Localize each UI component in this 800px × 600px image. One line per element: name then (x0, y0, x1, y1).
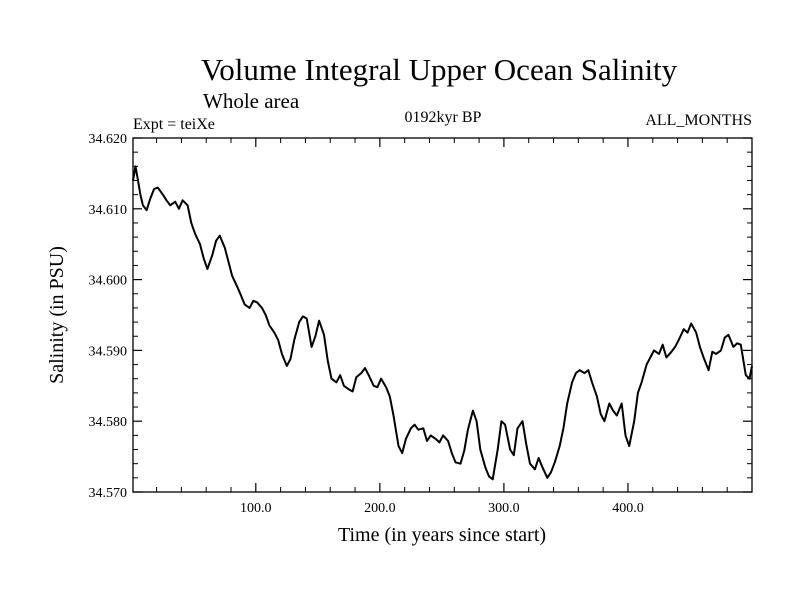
plot-area-frame (132, 137, 753, 493)
x-tick-label: 300.0 (488, 501, 520, 516)
epoch-label: 0192kyr BP (405, 109, 482, 126)
salinity-series-line (132, 165, 753, 481)
y-tick-label: 34.580 (89, 415, 128, 430)
months-label: ALL_MONTHS (645, 112, 752, 129)
y-tick-label: 34.600 (89, 274, 128, 289)
axis-ticks (133, 137, 752, 493)
x-tick-label: 200.0 (364, 501, 396, 516)
x-tick-label: 400.0 (612, 501, 644, 516)
chart-subtitle: Whole area (203, 89, 300, 113)
x-tick-label: 100.0 (240, 501, 272, 516)
y-tick-label: 34.620 (89, 132, 128, 147)
x-axis-label: Time (in years since start) (338, 524, 546, 546)
y-tick-label: 34.590 (89, 344, 128, 359)
y-tick-label: 34.610 (89, 203, 128, 218)
y-tick-label: 34.570 (89, 486, 128, 501)
y-axis-label: Salinity (in PSU) (46, 246, 68, 384)
chart-title: Volume Integral Upper Ocean Salinity (201, 52, 678, 87)
experiment-label: Expt = teiXe (133, 116, 215, 133)
axis-tick-labels: 100.0 200.0 300.0 400.0 34.570 34.580 34.590 34… (89, 132, 644, 516)
